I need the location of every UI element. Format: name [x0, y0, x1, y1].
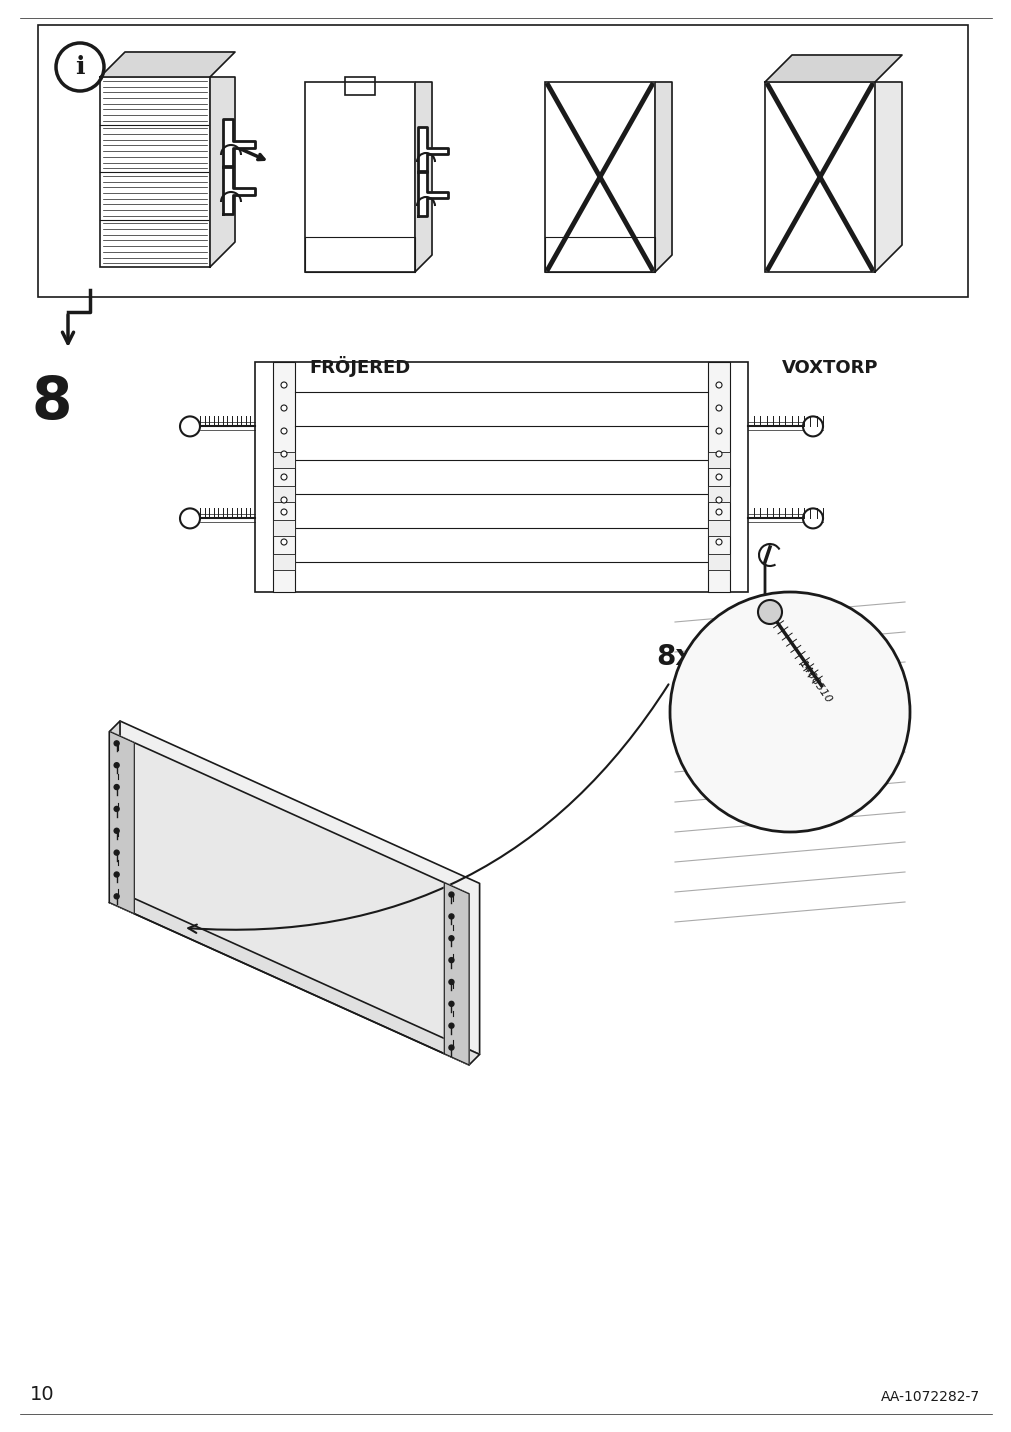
Circle shape — [716, 497, 721, 503]
Polygon shape — [654, 82, 671, 272]
Circle shape — [114, 851, 119, 855]
Circle shape — [114, 740, 119, 746]
Polygon shape — [109, 732, 134, 914]
Circle shape — [281, 382, 287, 388]
Circle shape — [716, 428, 721, 434]
Circle shape — [281, 538, 287, 546]
Circle shape — [114, 763, 119, 768]
Circle shape — [56, 43, 104, 92]
Polygon shape — [109, 732, 469, 1065]
Bar — [708, 485, 729, 503]
Bar — [708, 554, 729, 570]
Text: 8: 8 — [31, 374, 72, 431]
Text: 8x: 8x — [656, 643, 693, 672]
Bar — [38, 24, 968, 296]
Polygon shape — [100, 52, 235, 77]
Text: 10: 10 — [30, 1385, 55, 1403]
Circle shape — [449, 892, 454, 896]
Text: 1468510: 1468510 — [796, 659, 833, 706]
Bar — [255, 362, 747, 591]
Polygon shape — [418, 170, 448, 216]
Polygon shape — [875, 82, 901, 272]
Polygon shape — [222, 119, 255, 168]
Bar — [273, 453, 295, 468]
Polygon shape — [418, 127, 448, 172]
Circle shape — [757, 600, 782, 624]
Circle shape — [281, 508, 287, 516]
Bar — [708, 362, 729, 591]
Polygon shape — [210, 77, 235, 266]
Bar — [545, 238, 654, 272]
Polygon shape — [222, 166, 255, 213]
Circle shape — [281, 451, 287, 457]
Circle shape — [449, 1001, 454, 1007]
Polygon shape — [444, 882, 469, 1065]
Circle shape — [281, 497, 287, 503]
Circle shape — [114, 894, 119, 899]
Bar — [764, 82, 875, 272]
Polygon shape — [109, 720, 120, 902]
Polygon shape — [109, 892, 479, 1065]
Circle shape — [716, 451, 721, 457]
Polygon shape — [764, 54, 901, 82]
Bar — [545, 82, 654, 272]
Circle shape — [449, 935, 454, 941]
Text: VOXTORP: VOXTORP — [780, 359, 878, 377]
Bar — [708, 453, 729, 468]
Circle shape — [281, 428, 287, 434]
Circle shape — [716, 405, 721, 411]
Bar — [100, 77, 210, 266]
Polygon shape — [415, 82, 432, 272]
Circle shape — [114, 785, 119, 789]
Circle shape — [114, 806, 119, 812]
Text: AA-1072282-7: AA-1072282-7 — [880, 1390, 979, 1403]
Circle shape — [114, 872, 119, 876]
Circle shape — [281, 474, 287, 480]
Bar — [273, 362, 295, 591]
Circle shape — [449, 979, 454, 984]
Polygon shape — [120, 720, 479, 1054]
Bar — [345, 77, 375, 95]
Circle shape — [281, 405, 287, 411]
Circle shape — [449, 1024, 454, 1028]
Bar — [304, 238, 415, 272]
Circle shape — [180, 508, 200, 528]
Text: i: i — [75, 54, 85, 79]
Bar — [273, 520, 295, 536]
Circle shape — [716, 538, 721, 546]
Bar — [708, 520, 729, 536]
Circle shape — [716, 508, 721, 516]
Circle shape — [669, 591, 909, 832]
Bar — [273, 554, 295, 570]
Bar — [273, 485, 295, 503]
Circle shape — [114, 828, 119, 833]
Bar — [304, 82, 415, 272]
Circle shape — [802, 508, 822, 528]
Circle shape — [716, 382, 721, 388]
Circle shape — [180, 417, 200, 437]
Circle shape — [716, 474, 721, 480]
Text: FRÖJERED: FRÖJERED — [309, 357, 410, 377]
Circle shape — [802, 417, 822, 437]
Circle shape — [449, 914, 454, 919]
Circle shape — [449, 1045, 454, 1050]
Circle shape — [449, 958, 454, 962]
